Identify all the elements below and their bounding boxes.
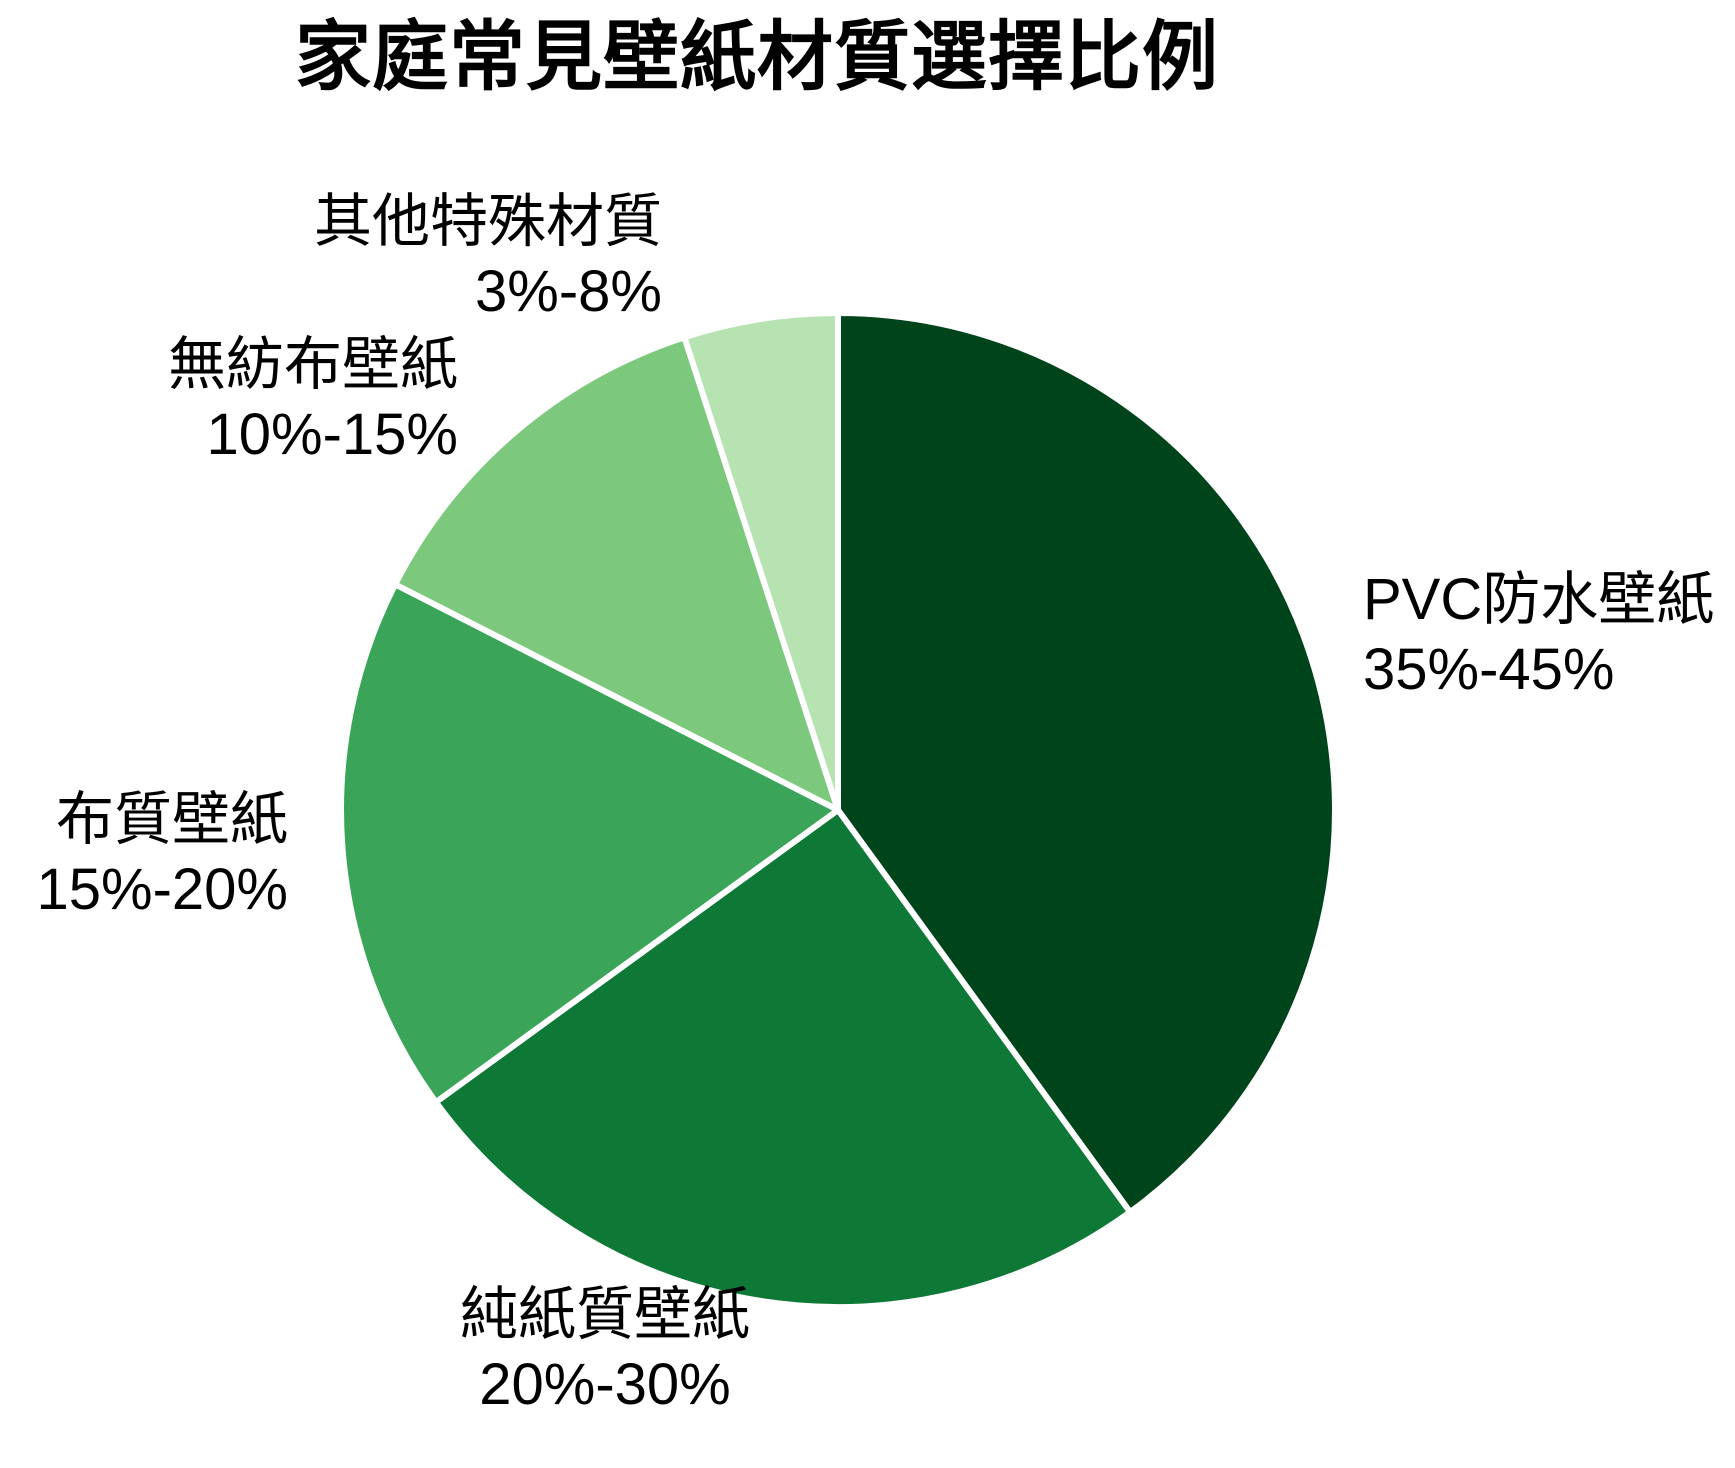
slice-label-paper-range: 20%-30%: [479, 1352, 731, 1417]
slice-label-nonwoven-name: 無紡布壁紙: [167, 332, 458, 397]
slice-label-fabric: 布質壁紙 15%-20%: [37, 785, 288, 925]
slice-label-fabric-range: 15%-20%: [36, 857, 288, 922]
slice-label-other: 其他特殊材質 3%-8%: [314, 187, 662, 327]
slice-label-fabric-name: 布質壁紙: [55, 787, 288, 852]
slice-label-other-range: 3%-8%: [475, 259, 662, 324]
pie-slice-4: [681, 310, 841, 813]
slice-label-pvc-name: PVC防水壁紙: [1363, 567, 1715, 632]
pie-slice-0: [835, 310, 1338, 1216]
slice-label-nonwoven-range: 10%-15%: [206, 402, 458, 467]
slice-label-other-name: 其他特殊材質: [313, 189, 662, 254]
slice-label-pvc: PVC防水壁紙 35%-45%: [1363, 565, 1714, 705]
pie-slice-3: [392, 334, 841, 813]
slice-label-paper: 純紙質壁紙 20%-30%: [380, 1280, 830, 1420]
chart-title: 家庭常見壁紙材質選擇比例: [295, 15, 1219, 100]
slice-label-pvc-range: 35%-45%: [1363, 637, 1615, 702]
pie-slice-2: [338, 581, 841, 1106]
slice-label-paper-name: 純紙質壁紙: [459, 1282, 750, 1347]
slice-label-nonwoven: 無紡布壁紙 10%-15%: [168, 330, 458, 470]
pie-slice-1: [432, 807, 1134, 1310]
